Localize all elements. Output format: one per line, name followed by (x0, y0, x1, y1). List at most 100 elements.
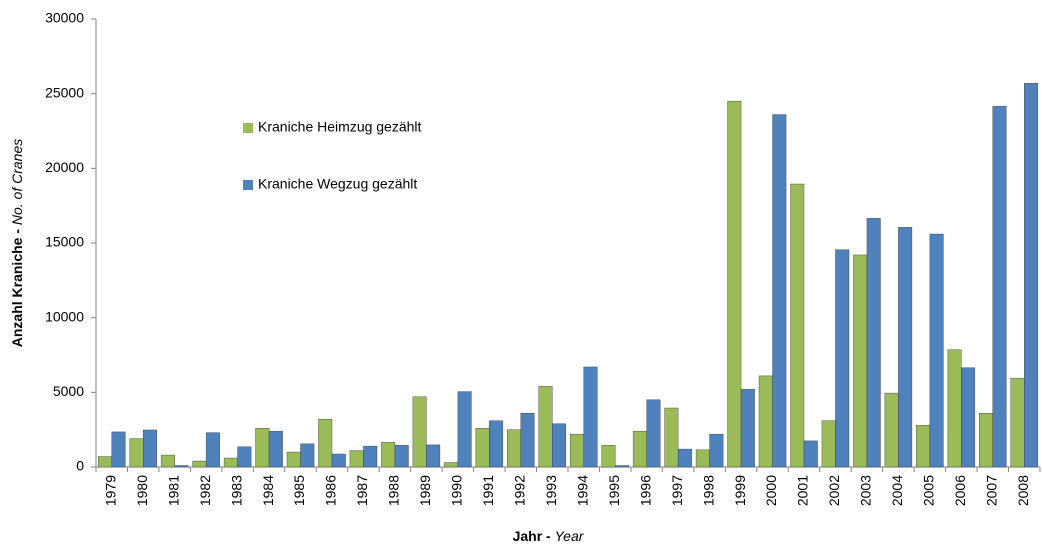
x-tick-label: 1983 (228, 475, 244, 506)
x-tick-label: 1984 (260, 475, 276, 506)
bar (507, 429, 522, 468)
bar (331, 453, 346, 468)
bar (835, 249, 850, 468)
y-tick-label: 10000 (45, 308, 84, 324)
bar (444, 462, 459, 468)
bar (1024, 83, 1038, 468)
x-tick-label: 2003 (858, 475, 874, 506)
bar (363, 445, 378, 468)
x-tick-label: 1996 (637, 475, 653, 506)
bar (98, 456, 112, 468)
x-tick-label: 1981 (165, 475, 181, 506)
x-axis-title-en: Year (555, 528, 585, 544)
bar (111, 431, 126, 468)
y-tick-label: 5000 (53, 383, 84, 399)
x-tick-label: 1982 (197, 475, 213, 506)
bar (866, 218, 881, 468)
bar (318, 419, 333, 468)
bar (520, 413, 535, 468)
x-tick-label: 1979 (102, 475, 118, 506)
bar (803, 440, 818, 468)
y-tick-label: 25000 (45, 84, 84, 100)
bar (961, 367, 976, 468)
x-tick-label: 1993 (543, 475, 559, 506)
bar (1010, 377, 1025, 468)
bar (192, 460, 207, 468)
x-tick-label: 2008 (1015, 475, 1031, 506)
bar (929, 233, 944, 468)
y-tick-label: 15000 (45, 234, 84, 250)
bar (677, 448, 692, 468)
x-tick-label: 2007 (984, 475, 1000, 506)
bar (300, 443, 315, 468)
x-tick-label: 1997 (669, 475, 685, 506)
x-tick-label: 1987 (354, 475, 370, 506)
bar (664, 407, 679, 468)
x-tick-label: 1985 (291, 475, 307, 506)
x-axis-title-de: Jahr - (513, 528, 555, 544)
x-tick-label: 1998 (700, 475, 716, 506)
y-tick-label: 30000 (45, 10, 84, 26)
bar (538, 386, 553, 468)
y-tick-label: 0 (76, 458, 84, 474)
legend-label: Kraniche Heimzug gezählt (258, 119, 422, 135)
bar (412, 396, 427, 468)
bar (772, 114, 787, 468)
y-axis-title-de: Anzahl Kraniche - (9, 225, 25, 347)
bar (570, 433, 584, 468)
x-tick-label: 1989 (417, 475, 433, 506)
bar (583, 366, 598, 468)
bar (727, 100, 742, 468)
bar (174, 465, 189, 468)
x-tick-label: 1999 (732, 475, 748, 506)
x-tick-label: 1991 (480, 475, 496, 506)
x-tick-label: 1980 (134, 475, 150, 506)
bar (884, 392, 899, 468)
bar (947, 349, 962, 468)
x-tick-label: 1990 (449, 475, 465, 506)
bar (237, 446, 252, 468)
x-tick-label: 1992 (512, 475, 528, 506)
x-tick-label: 1994 (574, 475, 590, 506)
bar (758, 375, 773, 468)
bar (646, 399, 661, 468)
x-tick-label: 2001 (795, 475, 811, 506)
x-tick-label: 2000 (763, 475, 779, 506)
bar (475, 427, 490, 468)
bar (853, 254, 868, 468)
bar (457, 391, 472, 468)
x-tick-label: 2006 (952, 475, 968, 506)
bar (601, 445, 616, 468)
x-tick-label: 2002 (826, 475, 842, 506)
x-tick-label: 2005 (921, 475, 937, 506)
legend-swatch (243, 180, 253, 190)
bar (142, 429, 157, 468)
x-tick-label: 1986 (323, 475, 339, 506)
y-axis-title-en: No. of Cranes (9, 139, 25, 225)
bar (552, 423, 566, 468)
bar (381, 442, 396, 468)
x-tick-label: 1995 (606, 475, 622, 506)
x-tick-label: 2004 (889, 475, 905, 506)
bar (489, 420, 504, 468)
bar (898, 227, 913, 468)
bar (695, 449, 710, 468)
bar (740, 389, 755, 468)
x-axis-title: Jahr - Year (513, 528, 585, 544)
bar (426, 444, 441, 468)
bar (205, 432, 220, 468)
bar (916, 424, 931, 468)
bar (129, 438, 144, 468)
bar (349, 450, 364, 468)
y-axis-title: Anzahl Kraniche - No. of Cranes (9, 139, 25, 348)
bar (160, 454, 175, 468)
x-tick-label: 1988 (386, 475, 402, 506)
bar (821, 420, 836, 468)
bar (394, 445, 409, 468)
bar (709, 433, 724, 468)
bar (632, 430, 647, 468)
bar (255, 427, 270, 468)
legend-label: Kraniche Wegzug gezählt (258, 176, 417, 192)
bar (286, 451, 301, 468)
